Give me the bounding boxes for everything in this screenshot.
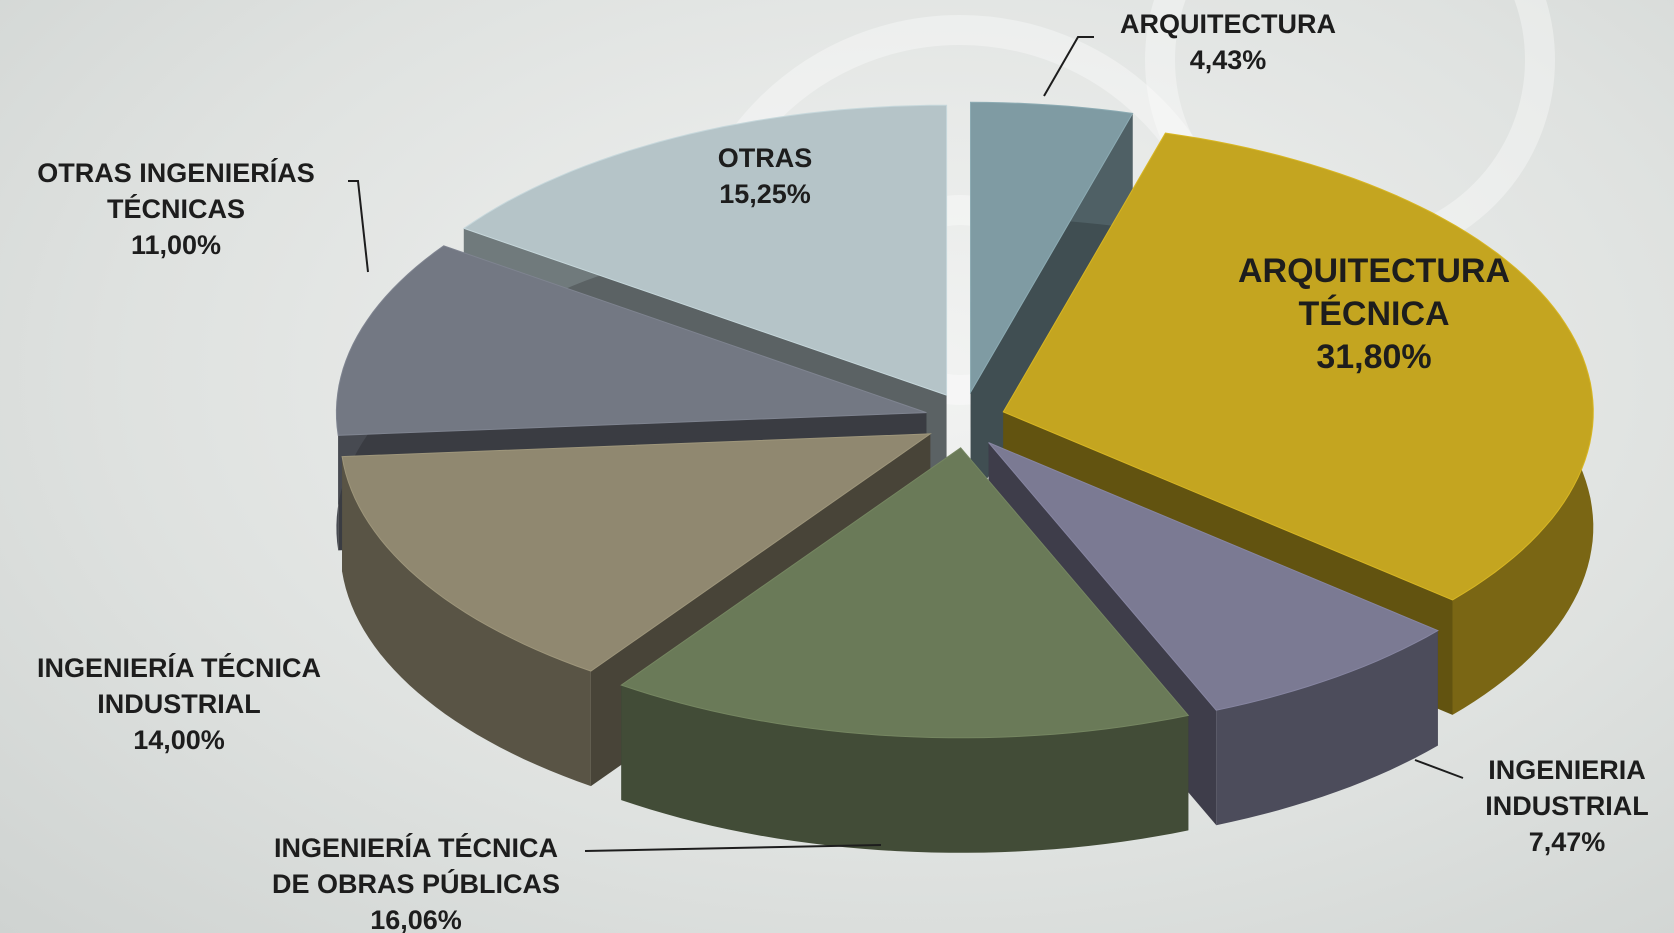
category-label: INGENIERIA INDUSTRIAL <box>1485 755 1649 821</box>
slice-group <box>620 447 1190 853</box>
slice-label: ARQUITECTURA 4,43% <box>1120 6 1336 78</box>
slice-label: INGENIERÍA TÉCNICA INDUSTRIAL 14,00% <box>37 650 321 758</box>
slice-label: OTRAS 15,25% <box>718 140 813 212</box>
slice <box>341 433 932 672</box>
slice <box>335 245 927 436</box>
slice <box>988 442 1439 711</box>
value-label: 31,80% <box>1316 338 1432 376</box>
slice <box>620 447 1190 739</box>
value-label: 7,47% <box>1528 827 1606 857</box>
category-label: ARQUITECTURA TÉCNICA <box>1238 252 1510 333</box>
slice <box>1002 132 1594 601</box>
slice-side <box>1216 630 1438 826</box>
slice-label: ARQUITECTURA TÉCNICA 31,80% <box>1238 250 1510 379</box>
category-label: OTRAS INGENIERÍAS TÉCNICAS <box>37 158 315 224</box>
category-label: ARQUITECTURA <box>1120 9 1336 39</box>
slice-label: INGENIERÍA TÉCNICA DE OBRAS PÚBLICAS 16,0… <box>272 830 560 933</box>
slice-label: OTRAS INGENIERÍAS TÉCNICAS 11,00% <box>37 155 315 263</box>
value-label: 4,43% <box>1189 45 1267 75</box>
pie <box>335 101 1594 853</box>
slice-label: INGENIERIA INDUSTRIAL 7,47% <box>1485 752 1649 860</box>
slice-side <box>342 456 591 787</box>
value-label: 14,00% <box>133 725 225 755</box>
leader-lines <box>348 36 1464 852</box>
category-label: OTRAS <box>717 143 813 173</box>
category-label: INGENIERÍA TÉCNICA INDUSTRIAL <box>36 653 322 719</box>
value-label: 15,25% <box>719 179 811 209</box>
slice-side <box>621 685 1189 853</box>
slice <box>462 104 948 396</box>
category-label: INGENIERÍA TÉCNICA DE OBRAS PÚBLICAS <box>271 833 561 899</box>
value-label: 11,00% <box>130 230 222 260</box>
slice <box>969 101 1134 395</box>
value-label: 16,06% <box>370 905 462 933</box>
